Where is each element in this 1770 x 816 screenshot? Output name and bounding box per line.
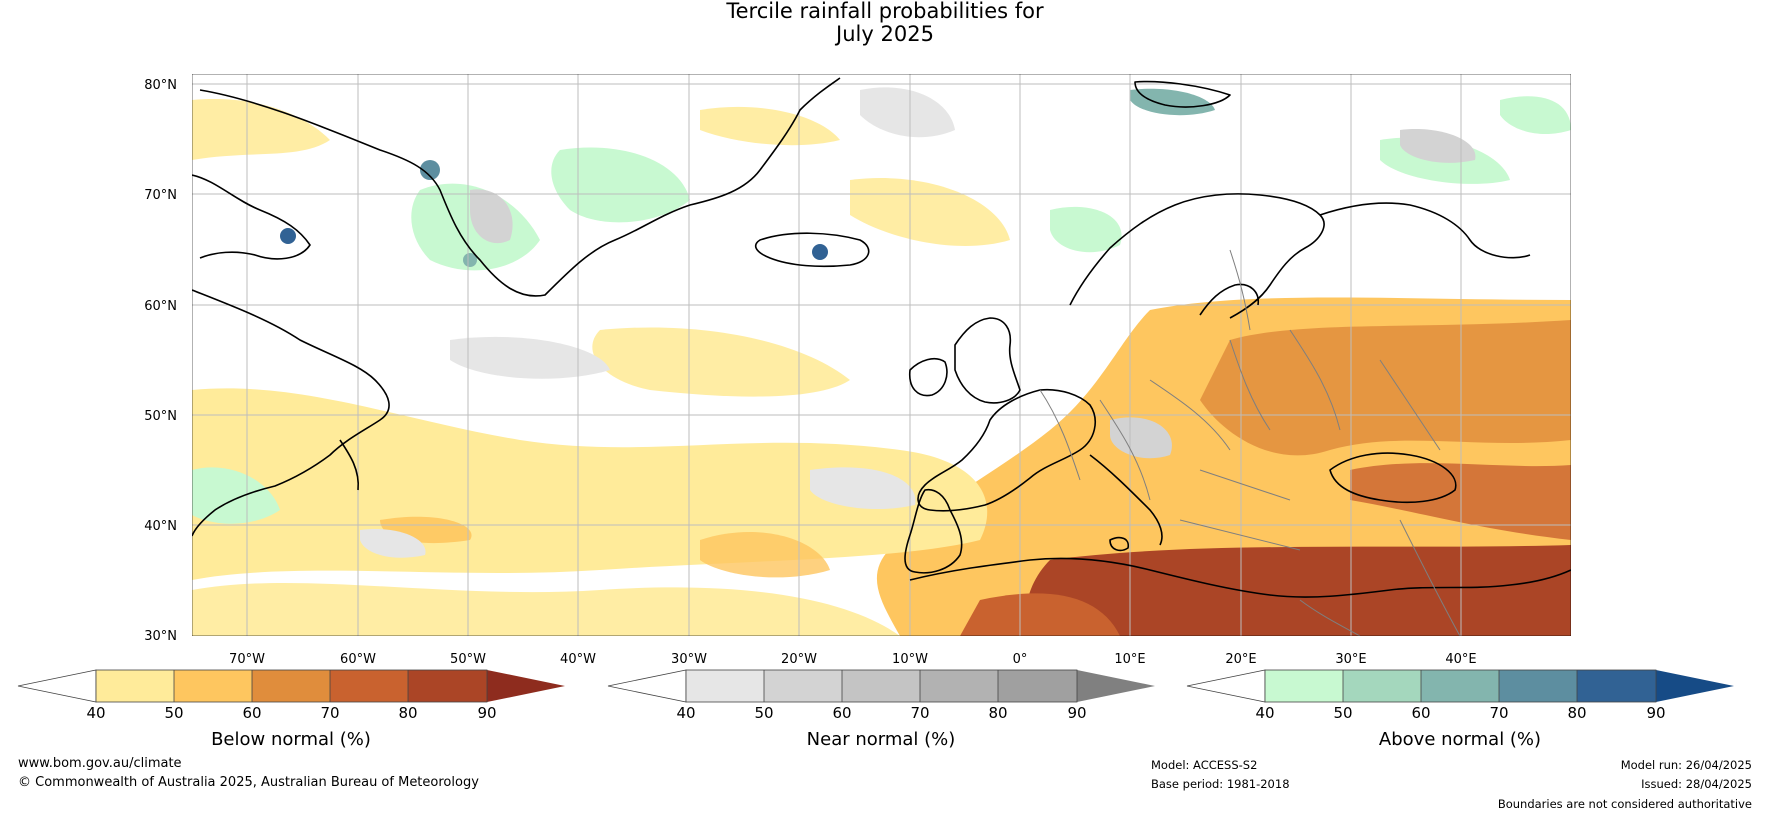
colorbar-tick: 70 [910,704,929,722]
coastlines [192,77,1571,598]
lon-label: 70°W [229,652,265,667]
colorbar-tick: 70 [320,704,339,722]
colorbar-tick: 60 [242,704,261,722]
lon-label: 10°W [892,652,928,667]
colorbar-segment [1577,670,1656,702]
lat-label: 60°N [144,299,177,314]
colorbar-segment [1421,670,1499,702]
gridlines [192,74,1571,636]
colorbar-tick: 80 [1567,704,1586,722]
colorbar-segment [686,670,764,702]
base-period: Base period: 1981-2018 [1151,777,1290,791]
colorbar-under-triangle [17,669,97,703]
longitude-labels: 70°W 60°W 50°W 40°W 30°W 20°W 10°W 0° 10… [229,652,1477,667]
country-borders [1039,249,1461,636]
colorbar-segment [1265,670,1343,702]
lon-label: 20°W [781,652,817,667]
colorbar-segment [1499,670,1577,702]
issued-date: Issued: 28/04/2025 [1641,777,1752,791]
colorbar-segment [998,670,1077,702]
colorbar-tick: 40 [86,704,105,722]
colorbar-segment [408,670,487,702]
title-line1: Tercile rainfall probabilities for [726,0,1044,23]
colorbar-tick: 70 [1489,704,1508,722]
colorbar-under-triangle [607,669,687,703]
colorbar-over-triangle [487,670,565,702]
lat-label: 70°N [144,188,177,203]
lon-label: 50°W [450,652,486,667]
model-run: Model run: 26/04/2025 [1620,758,1752,772]
colorbar-under-triangle [1186,669,1266,703]
colorbar-over-triangle [1656,670,1734,702]
map-panel [192,74,1571,636]
copyright: © Commonwealth of Australia 2025, Austra… [18,775,479,790]
colorbar-title: Below normal (%) [211,729,371,750]
colorbar-over-triangle [1077,670,1155,702]
colorbar-below-normal: 40 50 60 70 80 90 Below normal (%) [17,669,565,750]
colorbar-tick: 90 [1067,704,1086,722]
lat-label: 40°N [144,519,177,534]
lon-label: 40°W [560,652,596,667]
colorbar-segment [1343,670,1421,702]
colorbar-segment [96,670,174,702]
colorbar-tick: 60 [832,704,851,722]
latitude-labels: 80°N 70°N 60°N 50°N 40°N 30°N [144,78,177,644]
lon-label: 30°W [671,652,707,667]
lon-label: 0° [1013,652,1028,667]
lon-label: 60°W [340,652,376,667]
near-normal-shading [360,87,1476,558]
colorbar-segment [920,670,998,702]
colorbar-segment [330,670,408,702]
colorbar-segment [842,670,920,702]
colorbar-title: Above normal (%) [1379,729,1541,750]
colorbar-above-normal: 40 50 60 70 80 90 Above normal (%) [1186,669,1734,750]
colorbar-near-normal: 40 50 60 70 80 90 Near normal (%) [607,669,1155,750]
colorbar-segment [252,670,330,702]
lat-label: 50°N [144,409,177,424]
colorbar-tick: 80 [398,704,417,722]
title-line2: July 2025 [836,22,934,46]
map-title: Tercile rainfall probabilities for July … [0,0,1770,46]
colorbar-title: Near normal (%) [807,729,956,750]
lon-label: 40°E [1445,652,1476,667]
colorbar-tick: 50 [1333,704,1352,722]
lat-label: 80°N [144,78,177,93]
colorbar-tick: 80 [988,704,1007,722]
colorbar-segment [174,670,252,702]
bom-url[interactable]: www.bom.gov.au/climate [18,756,182,771]
colorbar-tick: 50 [754,704,773,722]
above-normal-shading [192,88,1571,524]
colorbar-tick: 90 [477,704,496,722]
colorbar-tick: 90 [1646,704,1665,722]
colorbar-tick: 40 [1255,704,1274,722]
lon-label: 10°E [1114,652,1145,667]
colorbar-tick: 40 [676,704,695,722]
lon-label: 20°E [1225,652,1256,667]
lat-label: 30°N [144,629,177,644]
colorbar-tick: 50 [164,704,183,722]
colorbar-segment [764,670,842,702]
boundary-disclaimer: Boundaries are not considered authoritat… [1497,797,1752,811]
colorbar-tick: 60 [1411,704,1430,722]
lon-label: 30°E [1335,652,1366,667]
model-name: Model: ACCESS-S2 [1151,758,1258,772]
